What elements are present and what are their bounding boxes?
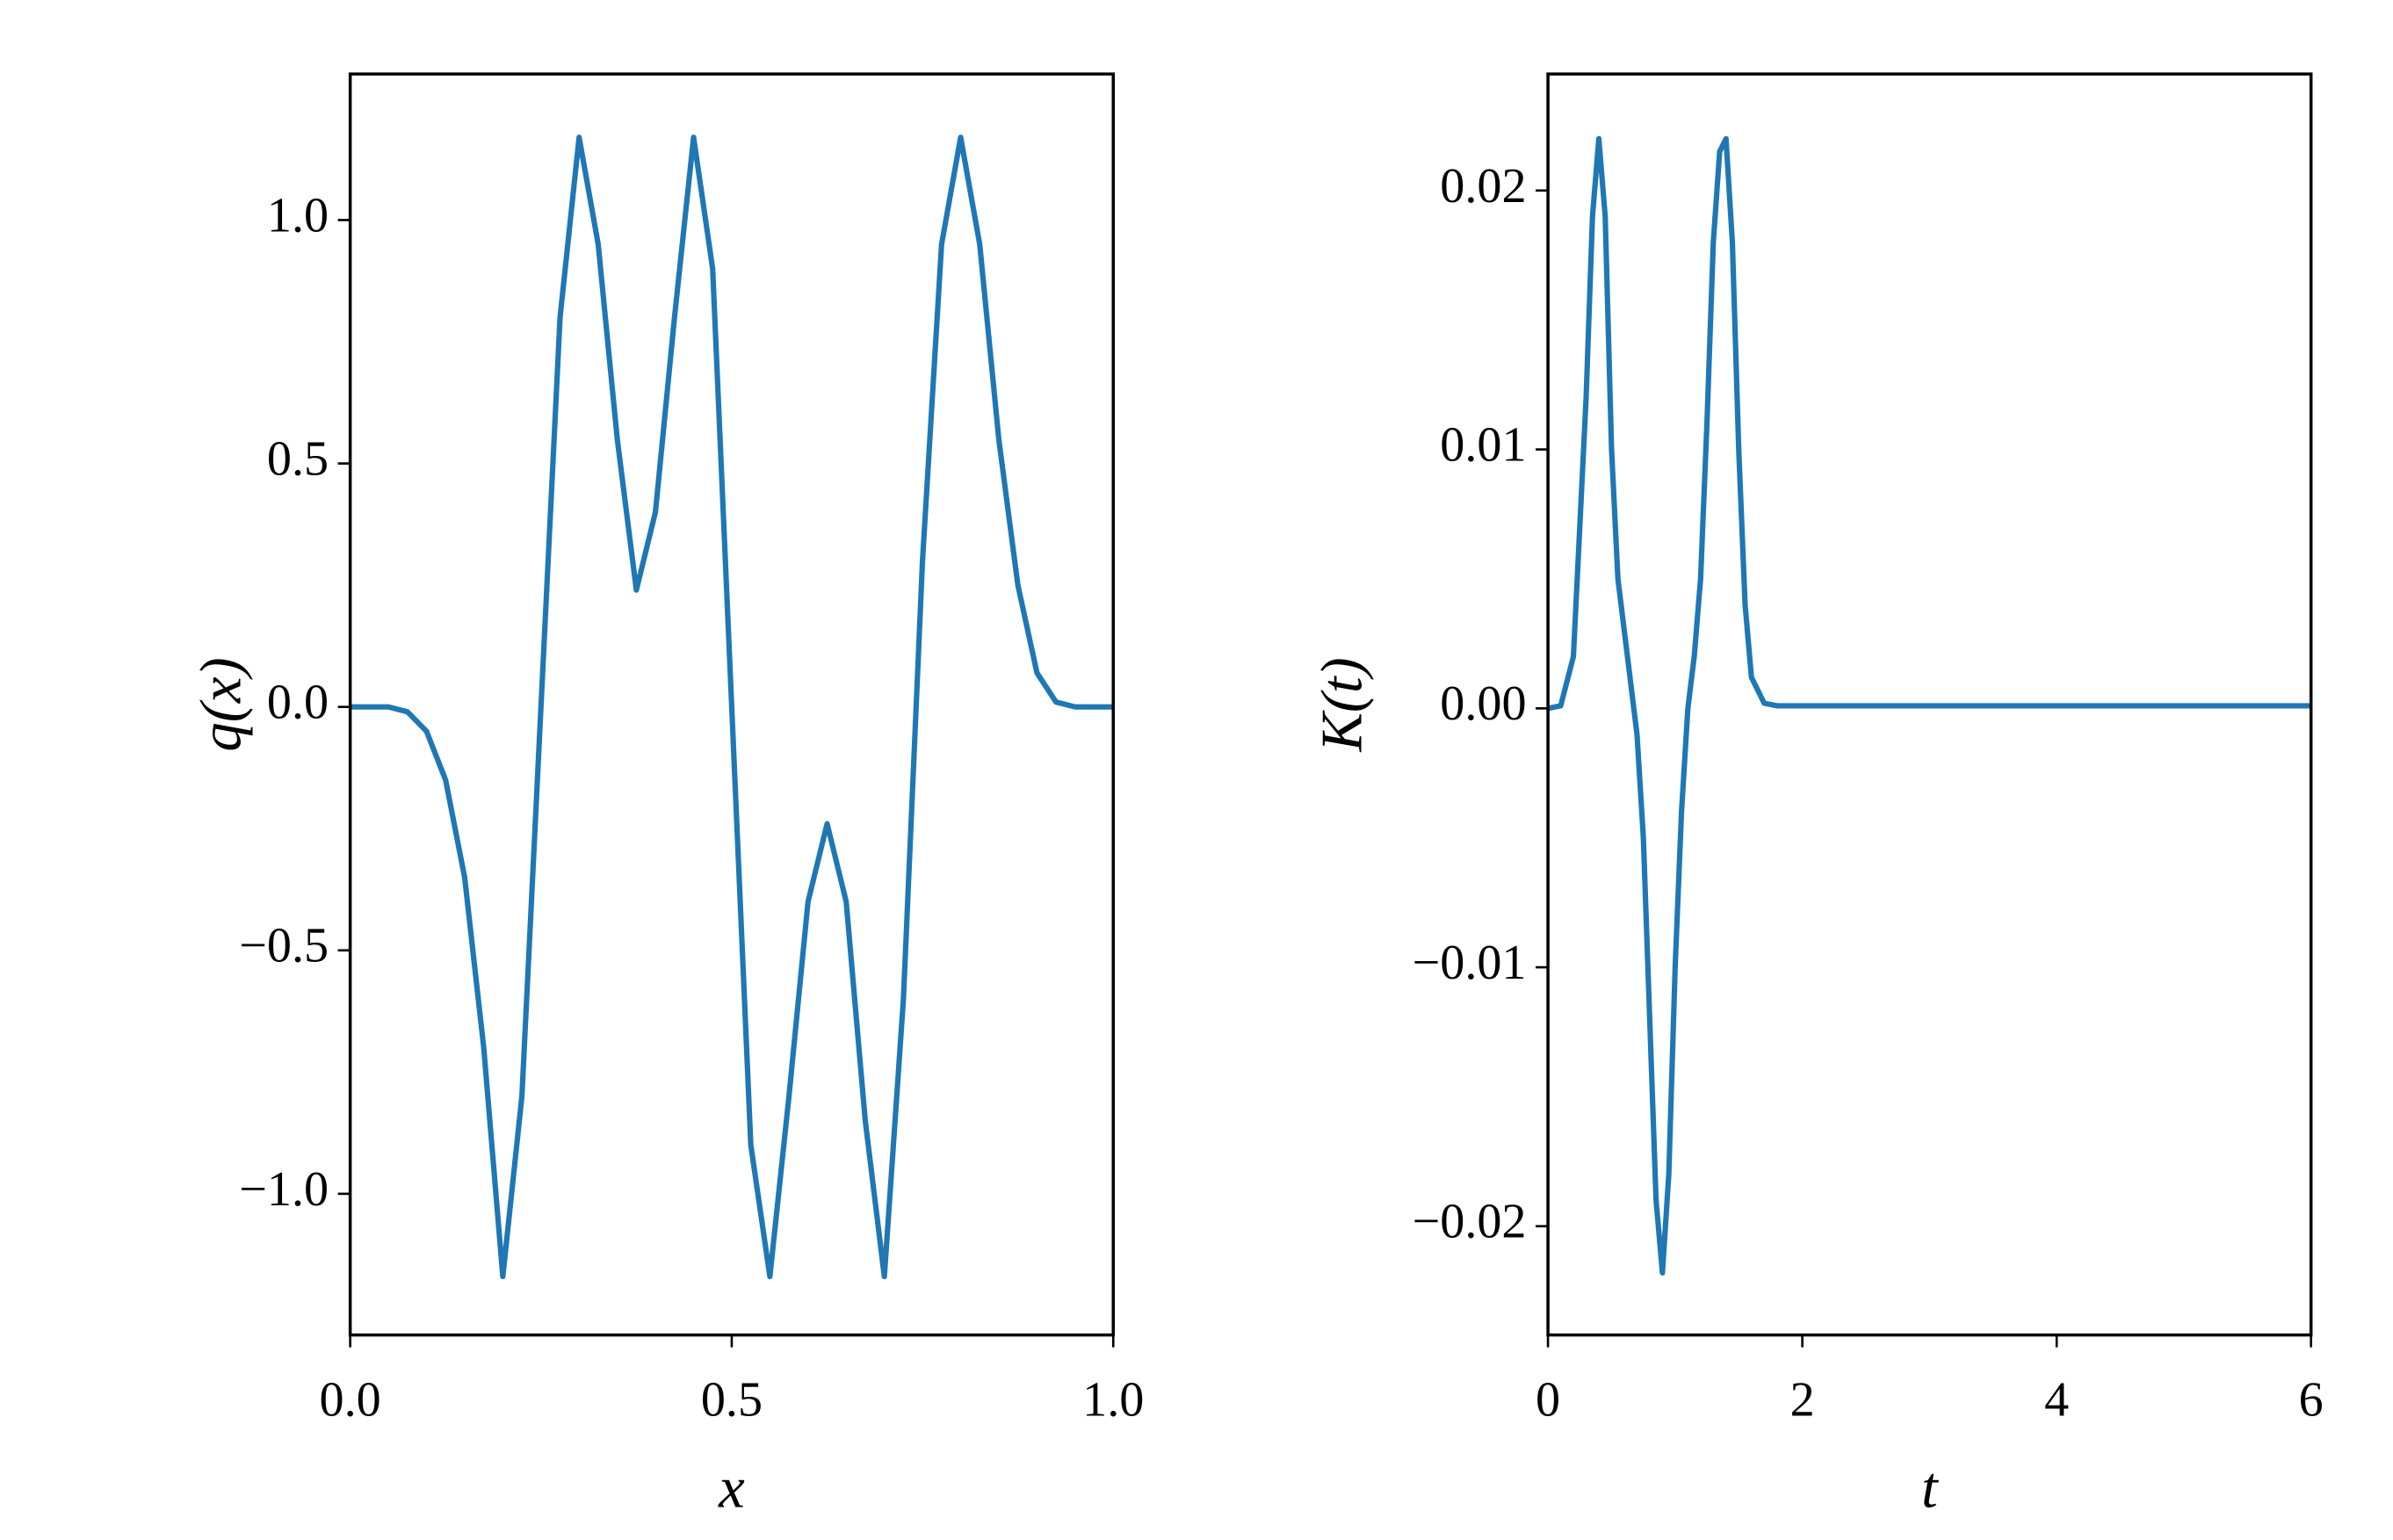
plot-frame	[1546, 72, 2313, 1337]
y-tick-label: −1.0	[239, 1162, 329, 1217]
x-tick-label: 4	[2044, 1372, 2069, 1427]
data-line	[350, 134, 1114, 1280]
y-axis-label: q(x)	[190, 657, 254, 751]
y-axis-label: K(t)	[1310, 657, 1374, 752]
x-tick-label: 6	[2299, 1372, 2324, 1427]
x-axis-label: x	[718, 1457, 745, 1521]
y-tick-label: 0.02	[1440, 159, 1526, 213]
y-tick-label: −0.02	[1413, 1195, 1527, 1249]
x-axis-label: t	[1921, 1457, 1939, 1521]
y-tick-label: 0.00	[1440, 676, 1526, 731]
x-tick-label: 2	[1790, 1372, 1815, 1427]
y-tick-label: −0.5	[239, 919, 329, 973]
y-tick-label: 0.0	[267, 676, 329, 730]
data-line	[1547, 135, 2311, 1276]
y-tick-label: −0.01	[1413, 936, 1527, 990]
x-tick-label: 1.0	[1082, 1372, 1144, 1427]
y-tick-label: 0.01	[1440, 417, 1526, 472]
plot-frame	[348, 72, 1115, 1337]
y-tick-label: 0.5	[267, 431, 329, 486]
x-tick-label: 0.0	[320, 1372, 381, 1427]
y-tick-label: 1.0	[267, 188, 329, 242]
x-tick-label: 0	[1536, 1372, 1560, 1427]
x-tick-label: 0.5	[701, 1372, 763, 1427]
